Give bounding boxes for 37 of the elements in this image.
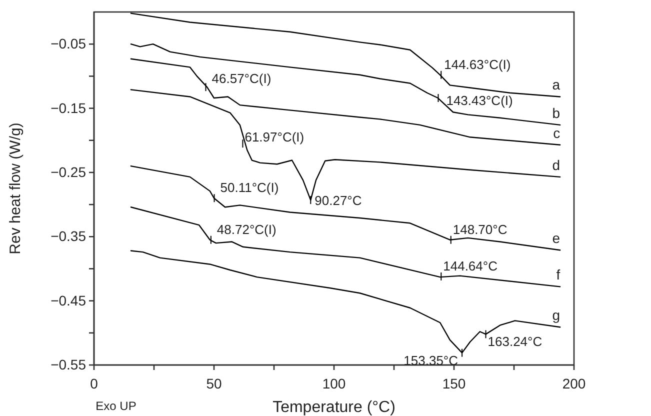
y-tick-label: −0.55 (50, 356, 86, 372)
y-tick-label: −0.35 (50, 228, 86, 244)
line-series (130, 58, 561, 146)
annotation: 90.27°C (314, 193, 362, 208)
annotation: 144.63°C(I) (444, 56, 511, 72)
y-tick-label: −0.05 (50, 36, 86, 52)
y-tick-label: −0.15 (50, 100, 86, 116)
text: Exo UP (96, 399, 136, 413)
series-label: f (556, 266, 560, 283)
series-label: e (552, 230, 560, 246)
line-series (130, 250, 561, 354)
y-tick-label: −0.25 (50, 164, 86, 180)
annotation: 46.57°C(I) (212, 71, 272, 86)
annotation: 143.43°C(I) (446, 93, 513, 108)
annotation: 61.97°C(I) (244, 130, 304, 145)
y-tick-label: −0.45 (50, 292, 86, 308)
series-label: g (552, 307, 560, 324)
x-axis-title: Temperature (°C) (272, 399, 396, 416)
annotation: 163.24°C (488, 334, 542, 350)
series-label: d (552, 156, 560, 173)
annotation: 153.35°C (404, 352, 458, 368)
line-series (130, 43, 561, 126)
annotation: 144.64°C (443, 258, 498, 274)
series-label: b (552, 104, 560, 121)
annotation: 50.11°C(I) (220, 180, 279, 196)
series-label: a (552, 76, 560, 93)
annotation: 48.72°C(I) (216, 222, 276, 237)
y-axis-title: Rev heat flow (W/g) (7, 122, 24, 254)
x-tick-label: 0 (90, 375, 98, 392)
x-tick-label: 150 (442, 375, 466, 392)
line-series (130, 12, 561, 98)
line-series (130, 206, 561, 288)
x-tick-label: 200 (562, 375, 586, 392)
annotation: 148.70°C (452, 222, 508, 237)
series-label: c (553, 124, 560, 141)
x-tick-label: 100 (322, 375, 346, 392)
x-tick-label: 50 (206, 375, 222, 392)
